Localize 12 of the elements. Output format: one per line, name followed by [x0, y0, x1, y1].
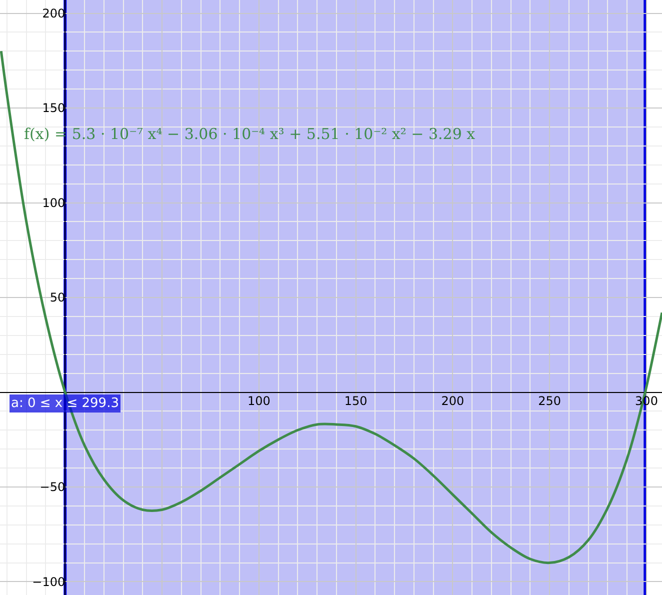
- x-tick-label: 150: [344, 394, 368, 408]
- x-tick-label: 250: [538, 394, 562, 408]
- y-tick-label: 150: [42, 101, 66, 116]
- x-tick-label: 100: [247, 394, 270, 408]
- y-tick-label: −100: [32, 574, 66, 589]
- y-tick-label: 50: [50, 290, 66, 305]
- y-tick-label: 100: [42, 196, 66, 210]
- line-series: [0, 50, 662, 564]
- x-tick-label: 200: [441, 394, 464, 408]
- band-label: a: 0 ≤ x ≤ 299.3: [11, 396, 119, 411]
- y-tick-label: 200: [42, 6, 66, 20]
- y-tick-label: −50: [40, 480, 66, 494]
